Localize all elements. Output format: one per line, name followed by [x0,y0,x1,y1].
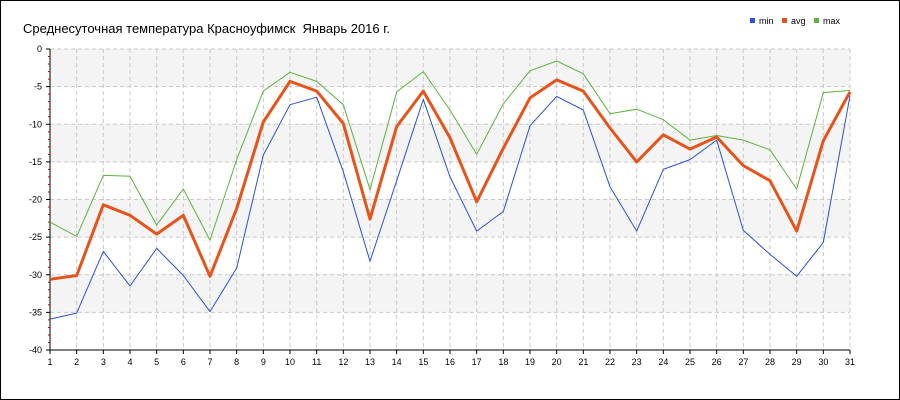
x-tick-label: 3 [101,357,106,367]
y-tick-label: -5 [34,82,42,92]
x-tick-label: 22 [605,357,615,367]
legend-label-min: min [759,16,774,26]
y-tick-label: -35 [29,307,42,317]
y-tick-label: -20 [29,195,42,205]
x-tick-label: 29 [792,357,802,367]
x-tick-label: 11 [312,357,321,367]
y-tick-label: -30 [29,270,42,280]
legend-swatch-max [814,18,819,23]
x-tick-label: 20 [552,357,562,367]
x-tick-label: 13 [365,357,375,367]
x-tick-label: 16 [445,357,455,367]
x-tick-label: 1 [47,357,52,367]
y-tick-label: 0 [37,44,42,54]
series-line-avg [49,78,852,281]
x-tick-label: 10 [285,357,295,367]
x-tick-label: 2 [74,357,79,367]
chart-title: Среднесуточная температура Красноуфимск … [23,21,391,36]
x-tick-label: 8 [234,357,239,367]
y-tick-label: -10 [29,119,42,129]
x-tick-label: 5 [154,357,159,367]
x-tick-label: 6 [181,357,186,367]
y-tick-label: -15 [29,157,42,167]
x-tick-label: 26 [712,357,722,367]
x-tick-label: 17 [472,357,482,367]
x-tick-label: 27 [738,357,748,367]
x-tick-label: 15 [418,357,428,367]
legend-item-avg: avg [782,16,806,26]
x-tick-label: 4 [127,357,132,367]
x-tick-label: 14 [392,357,402,367]
legend-item-max: max [814,16,840,26]
x-tick-label: 12 [338,357,348,367]
legend-label-avg: avg [791,16,806,26]
legend-swatch-min [750,18,755,23]
legend-swatch-avg [782,18,787,23]
series-line-min [49,95,851,320]
x-tick-label: 7 [207,357,212,367]
y-tick-label: -25 [29,232,42,242]
y-tick-label: -40 [29,345,42,355]
x-tick-label: 24 [658,357,668,367]
x-tick-label: 18 [498,357,508,367]
x-tick-label: 28 [765,357,775,367]
x-tick-label: 23 [632,357,642,367]
x-tick-label: 9 [261,357,266,367]
x-tick-label: 31 [845,357,855,367]
x-tick-label: 30 [818,357,828,367]
x-tick-label: 25 [685,357,695,367]
legend-item-min: min [750,16,774,26]
legend-label-max: max [823,16,841,26]
x-tick-label: 21 [578,357,588,367]
x-tick-label: 19 [525,357,535,367]
